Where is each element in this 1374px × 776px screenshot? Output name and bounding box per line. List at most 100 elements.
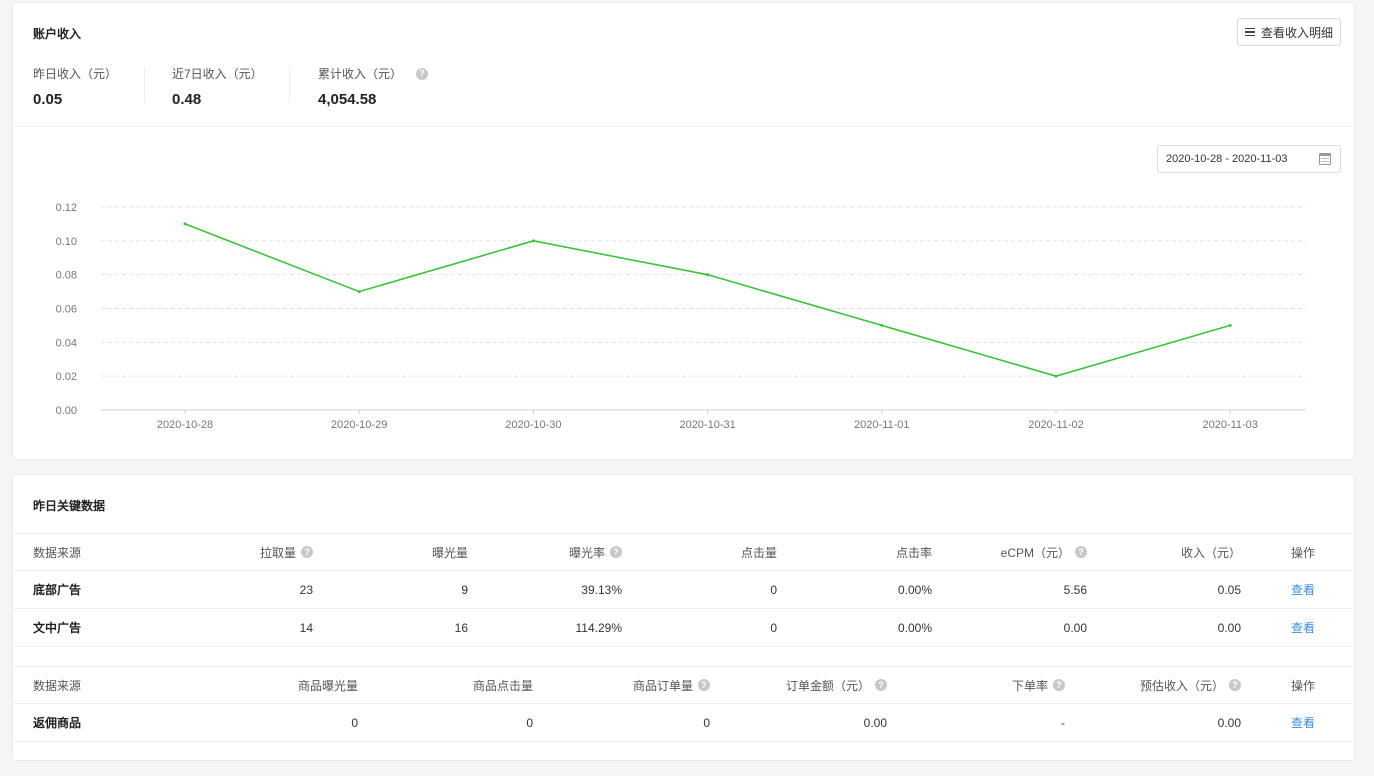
key-data-title: 昨日关键数据: [33, 499, 106, 513]
view-link[interactable]: 查看: [1291, 621, 1316, 635]
cell: 0.00: [1064, 609, 1087, 646]
column-header: 商品点击量: [472, 678, 533, 693]
column-header: eCPM（元）: [1000, 545, 1070, 560]
help-icon[interactable]: ?: [416, 67, 429, 80]
view-income-detail-button[interactable]: 查看收入明细: [1237, 18, 1341, 46]
data-point: [1054, 374, 1058, 378]
help-icon[interactable]: ?: [1229, 679, 1241, 691]
table-cell: 16: [454, 620, 468, 635]
column-header: 曝光率: [568, 545, 605, 560]
help-icon[interactable]: ?: [301, 546, 313, 558]
column-header: 数据来源: [33, 678, 82, 693]
date-range-text: 2020-10-28 - 2020-11-03: [1166, 153, 1288, 165]
help-icon[interactable]: ?: [1075, 546, 1087, 558]
column-header: 点击率: [895, 545, 932, 560]
table-cell: 0.05: [1217, 582, 1241, 597]
table-cell: 0.00: [863, 715, 887, 730]
data-point: [183, 222, 187, 226]
y-tick-label: 0.04: [56, 337, 77, 349]
header-cell: eCPM（元）?: [1001, 534, 1087, 570]
table-cell: 9: [461, 582, 468, 597]
header-cell: 曝光量: [432, 534, 468, 570]
y-tick-label: 0.08: [56, 270, 77, 282]
cell: 0: [703, 704, 710, 741]
table-divider: [13, 703, 1354, 704]
header-cell: 数据来源: [33, 667, 81, 703]
help-icon[interactable]: ?: [875, 679, 887, 691]
table-cell: 0.00: [1217, 620, 1241, 635]
view-link[interactable]: 查看: [1291, 583, 1316, 597]
cell: 0: [770, 571, 777, 608]
help-icon[interactable]: ?: [610, 546, 622, 558]
stat-yesterday-value: 0.05: [33, 91, 63, 108]
y-tick-label: 0.00: [56, 405, 77, 417]
header-cell: 商品订单量?: [633, 667, 710, 703]
table-divider: [13, 666, 1354, 667]
y-tick-label: 0.06: [56, 304, 77, 316]
table-divider: [13, 646, 1354, 647]
table-cell: 0.00%: [897, 620, 932, 635]
cell: 查看: [1291, 571, 1315, 608]
x-tick-label: 2020-10-30: [505, 419, 561, 431]
x-tick-label: 2020-10-28: [157, 419, 213, 431]
series-line: [184, 223, 1231, 377]
stat-total: 累计收入（元）? 4,054.58: [318, 65, 429, 108]
data-point: [357, 290, 361, 294]
data-point: [1228, 323, 1232, 327]
table-divider: [13, 533, 1354, 534]
column-header: 拉取量: [259, 545, 296, 560]
cell: 9: [461, 571, 468, 608]
table-cell: 114.29%: [575, 620, 622, 635]
table-header-row: 数据来源 拉取量? 曝光量 曝光率? 点击量 点击率 eCPM（元）? 收入（元） 操作: [13, 534, 1354, 570]
date-range-picker[interactable]: 2020-10-28 - 2020-11-03: [1157, 145, 1341, 173]
header-cell: 曝光率?: [569, 534, 622, 570]
table-row: 文中广告 14 16 114.29% 0 0.00% 0.00 0.00 查看: [13, 609, 1354, 646]
table-row: 返佣商品 0 0 0 0.00 - 0.00 查看: [13, 704, 1354, 741]
column-header: 数据来源: [33, 545, 82, 560]
cell: 114.29%: [576, 609, 622, 646]
y-tick-label: 0.10: [56, 236, 77, 248]
table-cell: 0: [703, 715, 710, 730]
data-source-cell: 文中广告: [33, 621, 82, 635]
cell: 0.05: [1218, 571, 1241, 608]
header-cell: 操作: [1291, 667, 1315, 703]
cell: 查看: [1291, 704, 1315, 741]
header-cell: 订单金额（元）?: [786, 667, 887, 703]
section-divider: [13, 126, 1354, 127]
key-data-card: 昨日关键数据 数据来源 拉取量? 曝光量 曝光率? 点击量 点击率 eCPM（元）? 收入（元…: [12, 474, 1355, 761]
cell: 文中广告: [33, 609, 81, 646]
table-cell: 23: [299, 582, 313, 597]
cell: 查看: [1291, 609, 1315, 646]
cell: -: [1061, 704, 1065, 741]
cell: 0.00: [1218, 704, 1241, 741]
data-point: [531, 239, 535, 243]
cell: 0.00%: [898, 609, 932, 646]
stat-yesterday-label: 昨日收入（元）: [33, 67, 118, 81]
cell: 39.13%: [581, 571, 622, 608]
data-point: [880, 323, 884, 327]
header-cell: 点击量: [741, 534, 777, 570]
stat-divider: [144, 67, 145, 103]
table-cell: 0: [770, 620, 777, 635]
stat-7days-label: 近7日收入（元）: [172, 67, 263, 81]
stat-total-label: 累计收入（元）: [318, 67, 403, 81]
cell: 0.00: [1218, 609, 1241, 646]
table-header-row: 数据来源 商品曝光量 商品点击量 商品订单量? 订单金额（元）? 下单率? 预估收入（元）?…: [13, 667, 1354, 703]
column-header: 商品曝光量: [297, 678, 358, 693]
x-tick-label: 2020-11-02: [1028, 419, 1083, 431]
table-cell: 0: [351, 715, 358, 730]
help-icon[interactable]: ?: [1053, 679, 1065, 691]
column-header: 下单率: [1011, 678, 1048, 693]
help-icon[interactable]: ?: [698, 679, 710, 691]
cell: 0: [351, 704, 358, 741]
cell: 底部广告: [33, 571, 81, 608]
view-link[interactable]: 查看: [1291, 716, 1316, 730]
header-cell: 下单率?: [1012, 667, 1065, 703]
header-cell: 点击率: [896, 534, 932, 570]
income-card: 账户收入 查看收入明细 昨日收入（元） 0.05 近7日收入（元） 0.48 累…: [12, 2, 1355, 460]
table-divider: [13, 741, 1354, 742]
stat-yesterday: 昨日收入（元） 0.05: [33, 65, 117, 108]
cell: 返佣商品: [33, 704, 81, 741]
x-tick-label: 2020-11-03: [1202, 419, 1257, 431]
calendar-icon: [1319, 153, 1331, 165]
